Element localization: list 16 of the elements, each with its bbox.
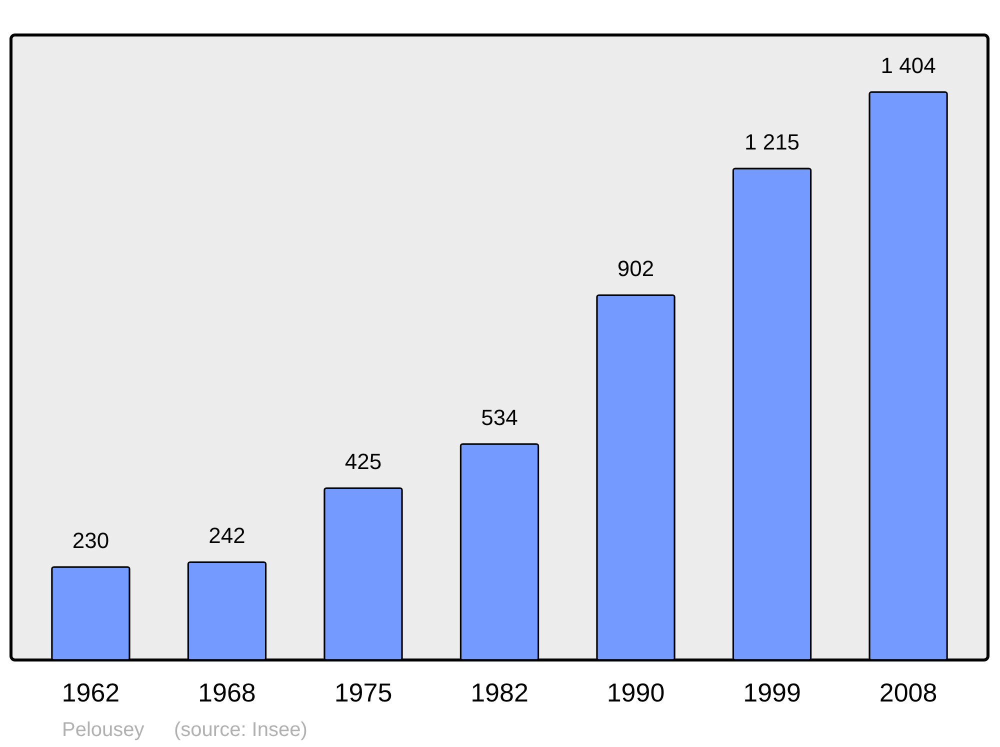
text: Pelousey [62, 719, 144, 741]
data-label: 425 [344, 449, 382, 474]
x-tick-label: 1975 [334, 678, 392, 708]
x-tick-label: 1962 [62, 678, 120, 708]
data-label: 242 [208, 523, 246, 548]
x-tick-label: 1999 [743, 678, 801, 708]
data-label: 1 404 [880, 53, 936, 78]
text: (source: Insee) [174, 719, 308, 741]
x-tick-label: 2008 [879, 678, 938, 708]
x-tick-label: 1968 [198, 678, 256, 708]
data-label: 230 [72, 528, 110, 553]
data-label: 534 [481, 404, 518, 430]
x-tick-label: 1990 [606, 678, 665, 708]
data-label: 902 [617, 256, 654, 282]
data-label: 1 215 [744, 129, 800, 154]
x-tick-label: 1982 [470, 678, 528, 708]
